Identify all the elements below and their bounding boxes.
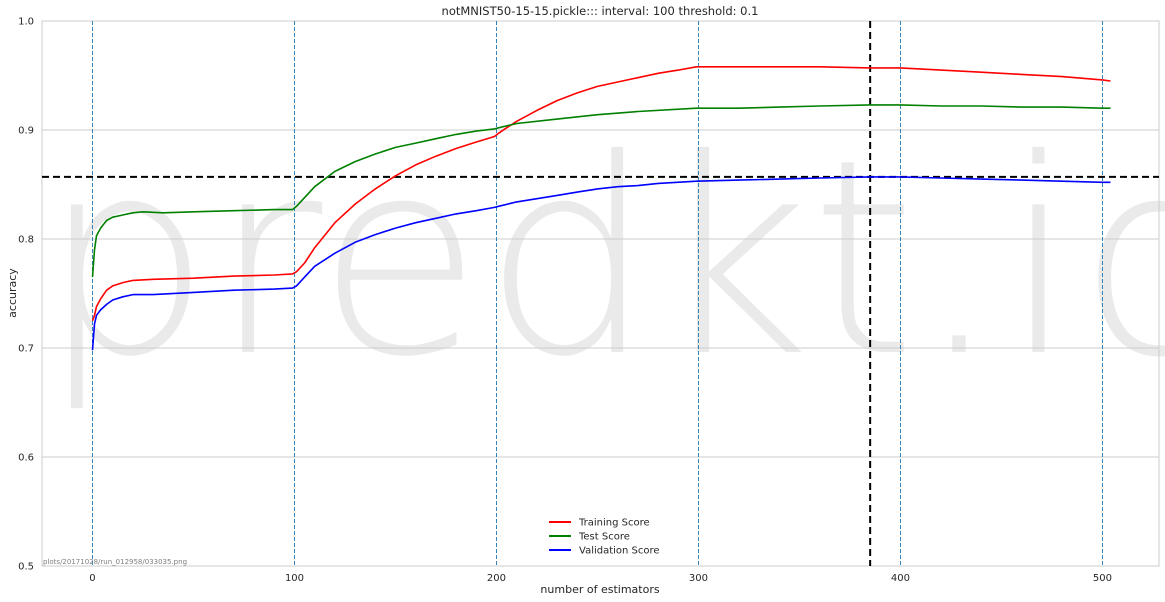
footer-path: plots/20171028/run_012958/033035.png: [43, 558, 187, 566]
x-tick-label: 400: [891, 573, 910, 584]
x-axis-label: number of estimators: [540, 583, 659, 596]
legend-label: Test Score: [578, 532, 630, 543]
y-axis-label: accuracy: [6, 268, 19, 318]
chart-title: notMNIST50-15-15.pickle::: interval: 100…: [442, 4, 759, 18]
validation-score-line: [91, 176, 1111, 351]
x-tick-label: 500: [1093, 573, 1112, 584]
watermark: predkt.io: [40, 101, 1165, 416]
plot-frame: [41, 20, 1160, 567]
legend: Training Score Test Score Validation Score: [549, 518, 660, 557]
y-tick-label: 0.9: [18, 126, 34, 137]
reference-lines: [42, 21, 1159, 566]
series-lines: [91, 66, 1111, 351]
x-tick-label: 300: [689, 573, 708, 584]
training-score-line: [91, 66, 1111, 322]
y-tick-label: 0.6: [18, 453, 34, 464]
x-tick-label: 200: [487, 573, 506, 584]
y-tick-label: 0.8: [18, 235, 34, 246]
test-score-line: [91, 104, 1111, 278]
legend-label: Training Score: [578, 518, 650, 529]
y-tick-label: 0.7: [18, 344, 34, 355]
tick-labels: 0.5 0.6 0.7 0.8 0.9 1.0 0 100 200 300 400 500: [18, 17, 1112, 585]
x-tick-label: 0: [89, 573, 95, 584]
legend-label: Validation Score: [579, 546, 660, 557]
x-tick-label: 100: [285, 573, 304, 584]
y-tick-label: 0.5: [18, 562, 34, 573]
y-tick-label: 1.0: [18, 17, 34, 28]
